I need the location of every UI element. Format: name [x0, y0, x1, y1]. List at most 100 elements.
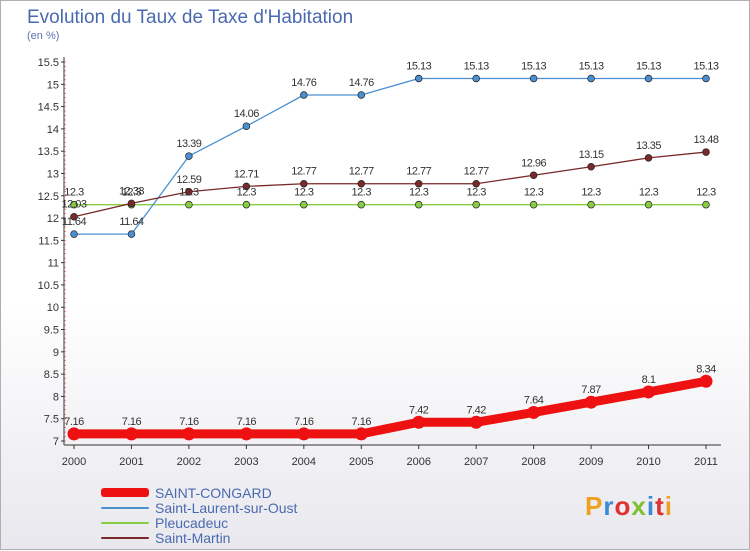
- data-label: 12.3: [639, 187, 659, 199]
- data-label: 13.39: [176, 138, 201, 150]
- data-label: 15.13: [636, 60, 661, 72]
- y-tick-label: 8: [53, 391, 59, 403]
- y-tick-label: 15: [47, 79, 59, 91]
- data-label: 15.13: [464, 60, 489, 72]
- y-tick-label: 11.5: [38, 235, 59, 247]
- data-point: [699, 374, 713, 388]
- x-tick-label: 2007: [464, 456, 488, 468]
- data-label: 14.76: [291, 77, 316, 89]
- data-point: [239, 427, 253, 441]
- y-tick-label: 7: [53, 436, 59, 448]
- data-point: [300, 200, 308, 209]
- y-tick-label: 13: [47, 168, 59, 180]
- series-line-3: [73, 151, 707, 218]
- data-point: [242, 200, 251, 209]
- chart-subtitle: (en %): [27, 30, 60, 42]
- data-label: 12.03: [61, 199, 86, 211]
- series-line-1: [73, 77, 707, 235]
- data-point: [354, 427, 368, 441]
- data-labels-layer: 7.16 7.16 7.16 7.16 7.16 7.16 7.42 7.42 7.64 7.87…: [61, 60, 719, 428]
- logo-letter: x: [631, 491, 647, 521]
- y-tick-label: 9.5: [44, 325, 59, 337]
- y-tick-label: 12.5: [38, 191, 59, 203]
- data-point: [182, 427, 196, 441]
- data-point: [702, 74, 710, 83]
- legend-label: SAINT-CONGARD: [155, 484, 272, 501]
- x-tick-label: 2005: [349, 456, 373, 468]
- x-tick-label: 2001: [119, 456, 143, 468]
- logo-text: Proxiti: [585, 491, 673, 521]
- data-label: 12.71: [234, 168, 259, 180]
- data-label: 15.13: [521, 60, 546, 72]
- data-point: [472, 179, 480, 188]
- data-label: 12.77: [464, 166, 489, 178]
- data-label: 11.64: [62, 216, 87, 228]
- y-tick-label: 11: [48, 258, 59, 270]
- data-point: [472, 74, 480, 83]
- logo-letter: r: [603, 491, 615, 521]
- y-tick-label: 7.5: [44, 414, 59, 426]
- series-line-0: [69, 376, 711, 439]
- chart-axes: 7 7.5 8 8.5 9 9.5 10 10.5 11 11.5 12 12.5 13 13.5 14 14…: [38, 57, 721, 468]
- x-tick-label: 2011: [694, 456, 718, 468]
- proxiti-logo: Proxiti: [585, 491, 673, 522]
- data-point: [472, 200, 480, 209]
- x-tick-label: 2008: [521, 456, 545, 468]
- data-point: [185, 188, 193, 196]
- data-point: [702, 200, 710, 209]
- logo-letter: P: [585, 491, 604, 521]
- data-label: 7.64: [524, 394, 544, 406]
- data-point: [644, 200, 653, 209]
- y-tick-label: 15.5: [38, 57, 59, 69]
- data-label: 15.13: [579, 60, 604, 72]
- legend-swatch: [101, 488, 149, 497]
- data-point: [584, 395, 598, 409]
- logo-letter: i: [664, 491, 673, 521]
- data-point: [300, 91, 308, 99]
- data-label: 15.13: [693, 60, 718, 72]
- legend-item: Saint-Laurent-sur-Oust: [101, 500, 297, 516]
- data-point: [412, 415, 426, 429]
- data-point: [300, 179, 308, 188]
- data-point: [70, 230, 78, 238]
- data-label: 12.3: [466, 187, 486, 199]
- y-tick-label: 10.5: [38, 280, 59, 292]
- legend-label: Saint-Martin: [155, 529, 231, 546]
- data-label: 12.3: [179, 187, 199, 199]
- data-point: [587, 200, 595, 209]
- data-point: [644, 154, 653, 162]
- data-point: [185, 200, 193, 209]
- x-tick-label: 2002: [177, 456, 201, 468]
- data-point: [414, 179, 423, 188]
- data-label: 12.3: [524, 187, 544, 199]
- data-point: [297, 427, 311, 441]
- data-point: [127, 199, 136, 208]
- logo-letter: o: [614, 491, 632, 521]
- data-label: 13.35: [636, 140, 661, 152]
- data-label: 12.3: [64, 187, 84, 199]
- data-label: 12.77: [349, 166, 374, 178]
- data-point: [414, 74, 423, 83]
- data-label: 13.48: [693, 134, 718, 146]
- data-point: [529, 171, 538, 180]
- legend-swatch: [101, 536, 149, 539]
- logo-letter: i: [646, 491, 656, 521]
- data-point: [70, 200, 78, 209]
- data-label: 7.16: [294, 416, 314, 428]
- data-point: [242, 182, 251, 191]
- data-point: [242, 122, 251, 130]
- data-label: 12.77: [291, 166, 316, 178]
- data-point: [357, 200, 366, 209]
- data-label: 14.76: [349, 77, 374, 89]
- x-tick-label: 2000: [62, 456, 86, 468]
- data-label: 12.3: [294, 187, 314, 199]
- data-point: [702, 148, 710, 156]
- data-point: [124, 427, 138, 441]
- data-point: [357, 179, 366, 188]
- data-label: 12.3: [696, 187, 716, 199]
- data-label: 7.16: [352, 416, 372, 428]
- chart-title: Evolution du Taux de Taxe d'Habitation: [27, 7, 354, 28]
- data-label: 12.33: [119, 185, 144, 197]
